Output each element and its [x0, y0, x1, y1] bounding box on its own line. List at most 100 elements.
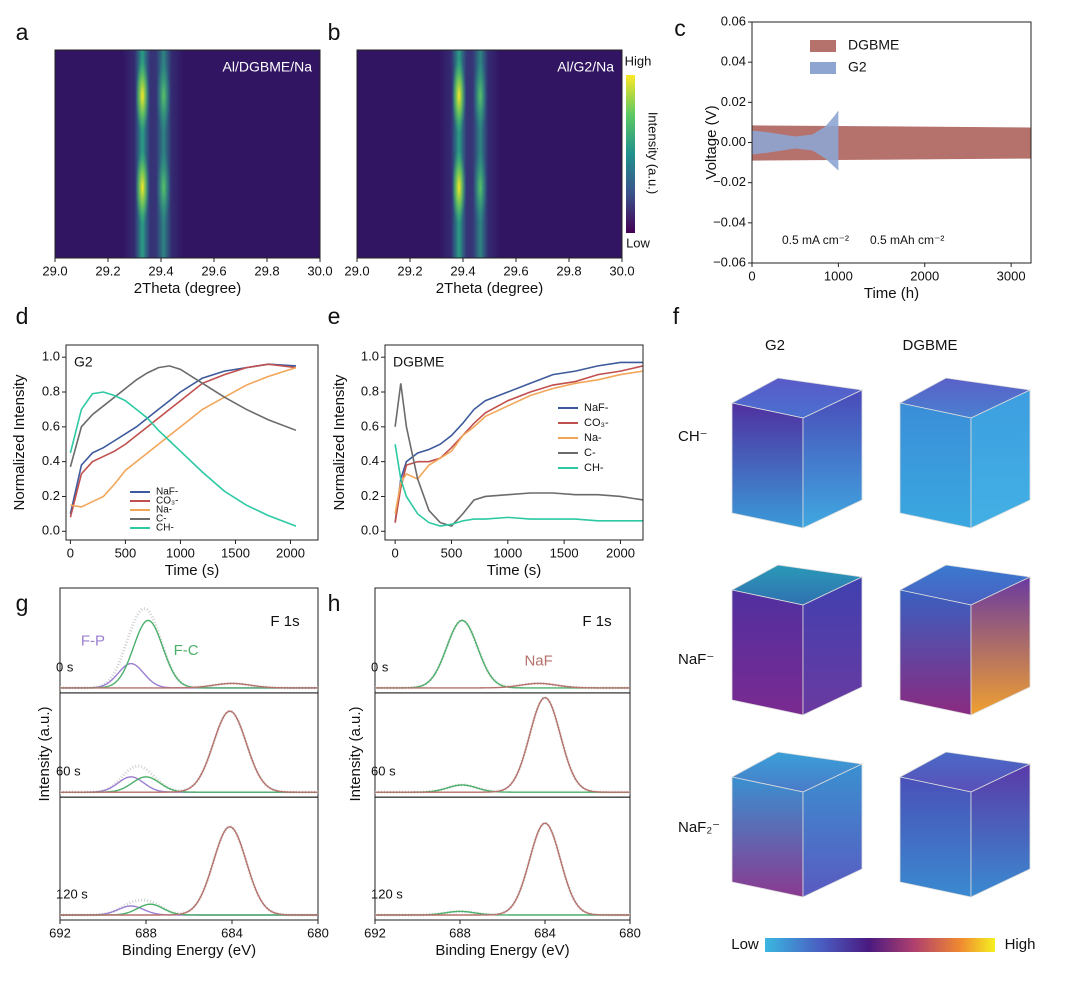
legend-label: NaF-: [156, 487, 178, 498]
x-tick-label: 3000: [997, 268, 1026, 283]
series-line: [69, 363, 297, 515]
time-label: 0 s: [56, 659, 74, 674]
y-tick-label: 0.6: [361, 418, 379, 433]
chart-title: F 1s: [582, 613, 611, 630]
legend-label: G2: [848, 59, 867, 75]
colorbar-label: Intensity (a.u.): [646, 112, 661, 194]
subplot-frame: [59, 796, 319, 921]
peak-label: F-C: [174, 642, 199, 659]
cube-right: [802, 576, 863, 716]
series-line: [69, 365, 297, 468]
x-tick-label: 1500: [221, 545, 250, 560]
panel-letter: c: [674, 15, 686, 41]
y-axis-label: Intensity (a.u.): [36, 706, 53, 801]
time-label: 60 s: [56, 764, 81, 779]
legend-swatch: [810, 40, 836, 52]
chart-title: DGBME: [393, 354, 444, 370]
x-tick-label: 500: [441, 545, 463, 560]
envelope: [375, 696, 630, 794]
subplot-frame: [59, 692, 319, 798]
column-header: DGBME: [902, 337, 957, 354]
annotation: Al/DGBME/Na: [223, 59, 313, 75]
x-tick-label: 680: [619, 925, 641, 940]
subplot-frame: [374, 796, 631, 921]
legend-label: CO₃-: [156, 496, 178, 507]
fit-component: [375, 682, 630, 689]
heatmap-hotspot: [156, 149, 171, 226]
voltage-band: [752, 110, 839, 171]
x-tick-label: 692: [364, 925, 386, 940]
colorbar: [765, 938, 995, 952]
fit-component: [375, 696, 630, 793]
cube-right: [802, 389, 863, 529]
heatmap-hotspot: [473, 57, 488, 134]
cube-right: [802, 763, 863, 898]
y-axis-label: Intensity (a.u.): [347, 706, 364, 801]
chart-title: G2: [74, 354, 93, 370]
cube-left: [731, 776, 804, 898]
x-tick-label: 29.2: [95, 263, 120, 278]
fit-component: [60, 826, 318, 916]
peak-label: NaF: [524, 652, 552, 669]
plot-frame: [384, 344, 644, 541]
fit-component: [60, 682, 318, 689]
y-tick-label: −0.02: [713, 174, 746, 189]
y-tick-label: 0.2: [361, 488, 379, 503]
x-tick-label: 29.6: [503, 263, 528, 278]
x-tick-label: 30.0: [307, 263, 332, 278]
y-tick-label: −0.04: [713, 214, 746, 229]
x-tick-label: 684: [221, 925, 243, 940]
cube-left: [899, 402, 972, 529]
cube-right: [970, 389, 1031, 529]
y-tick-label: 0.02: [721, 94, 746, 109]
x-tick-label: 2000: [910, 268, 939, 283]
y-tick-label: −0.06: [713, 254, 746, 269]
x-tick-label: 1000: [166, 545, 195, 560]
legend-label: Na-: [156, 505, 172, 516]
panel-letter: h: [328, 590, 341, 616]
x-axis-label: Binding Energy (eV): [122, 942, 256, 959]
subplot-frame: [374, 587, 631, 694]
chart-title: F 1s: [270, 613, 299, 630]
x-tick-label: 29.0: [344, 263, 369, 278]
row-label: NaF₂⁻: [678, 819, 720, 836]
subplot-frame: [374, 692, 631, 798]
cube-left: [899, 776, 972, 898]
x-tick-label: 0: [67, 545, 74, 560]
y-tick-label: 0.4: [42, 453, 60, 468]
legend-label: C-: [584, 447, 596, 459]
y-tick-label: 0.8: [361, 383, 379, 398]
panel-letter: e: [328, 303, 341, 329]
annotation: Al/G2/Na: [557, 59, 614, 75]
x-tick-label: 680: [307, 925, 329, 940]
x-axis-label: 2Theta (degree): [436, 280, 544, 297]
fit-component: [375, 619, 630, 689]
x-tick-label: 0: [392, 545, 399, 560]
legend-label: C-: [156, 514, 167, 525]
heatmap-hotspot: [156, 57, 171, 134]
series-line: [394, 365, 644, 523]
legend-label: Na-: [584, 432, 602, 444]
panel-letter: a: [16, 19, 29, 45]
row-label: NaF⁻: [678, 651, 714, 668]
column-header: G2: [765, 337, 785, 354]
cube-right: [970, 763, 1031, 898]
x-tick-label: 688: [449, 925, 471, 940]
y-axis-label: Normalized Intensity: [331, 374, 348, 510]
x-axis-label: Time (s): [487, 562, 541, 579]
x-tick-label: 0: [748, 268, 755, 283]
cube-left: [731, 589, 804, 716]
x-tick-label: 1500: [550, 545, 579, 560]
time-label: 120 s: [371, 886, 403, 901]
cube-left: [731, 402, 804, 529]
time-label: 0 s: [371, 659, 389, 674]
x-tick-label: 30.0: [609, 263, 634, 278]
series-line: [394, 361, 643, 523]
x-axis-label: 2Theta (degree): [134, 280, 242, 297]
y-axis-label: Normalized Intensity: [11, 374, 28, 510]
fit-component: [375, 822, 630, 916]
x-tick-label: 692: [49, 925, 71, 940]
row-label: CH⁻: [678, 428, 708, 445]
x-tick-label: 688: [135, 925, 157, 940]
x-tick-label: 2000: [276, 545, 305, 560]
